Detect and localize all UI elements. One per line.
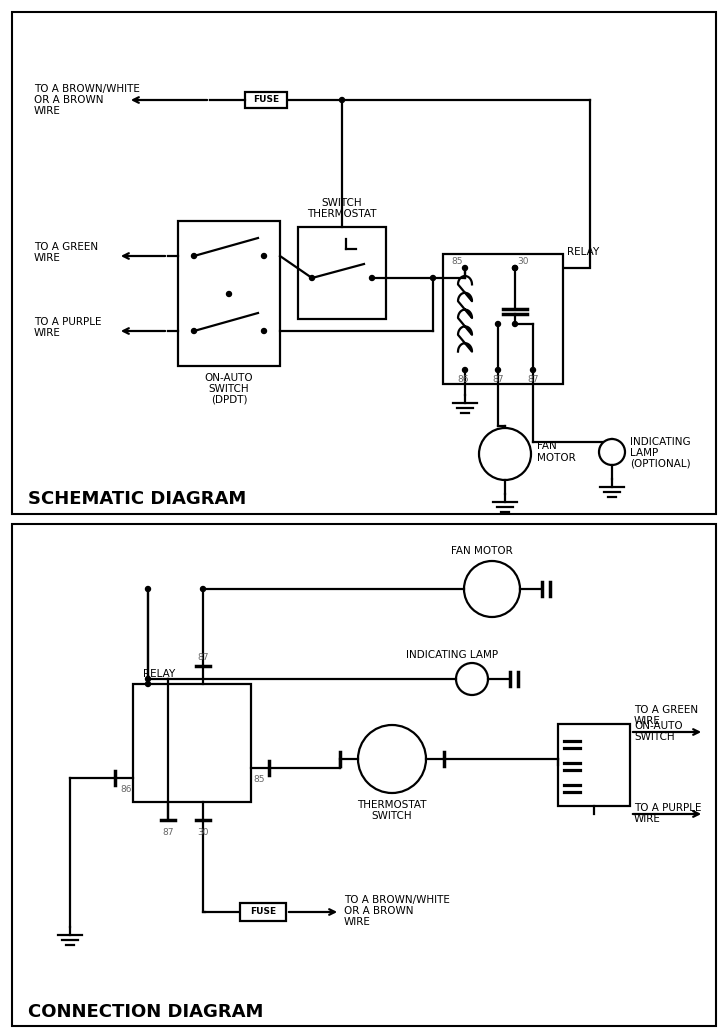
Text: 87: 87 xyxy=(492,375,504,384)
Circle shape xyxy=(200,586,205,591)
Text: 87: 87 xyxy=(197,653,209,662)
Bar xyxy=(558,724,630,805)
Text: MOTOR: MOTOR xyxy=(537,453,576,463)
Circle shape xyxy=(191,253,197,258)
Circle shape xyxy=(309,275,314,280)
Text: WIRE: WIRE xyxy=(34,253,61,263)
Bar xyxy=(240,903,286,921)
Text: SWITCH: SWITCH xyxy=(372,811,412,821)
Text: SWITCH: SWITCH xyxy=(634,732,675,742)
Circle shape xyxy=(370,275,374,280)
Circle shape xyxy=(464,561,520,617)
Text: OR A BROWN: OR A BROWN xyxy=(34,95,103,105)
Circle shape xyxy=(496,367,501,372)
Text: 30: 30 xyxy=(197,828,209,837)
Text: THERMOSTAT: THERMOSTAT xyxy=(307,209,377,219)
Text: SCHEMATIC DIAGRAM: SCHEMATIC DIAGRAM xyxy=(28,490,246,508)
Bar xyxy=(245,92,287,108)
Text: WIRE: WIRE xyxy=(34,107,61,116)
Circle shape xyxy=(261,329,266,334)
Bar xyxy=(298,227,386,320)
Circle shape xyxy=(456,663,488,695)
Circle shape xyxy=(513,322,518,327)
Text: (OPTIONAL): (OPTIONAL) xyxy=(630,459,691,469)
Circle shape xyxy=(496,322,501,327)
Circle shape xyxy=(462,367,467,372)
Text: RELAY: RELAY xyxy=(143,669,175,679)
Text: FUSE: FUSE xyxy=(250,908,276,916)
Text: 86: 86 xyxy=(120,786,132,794)
Text: INDICATING: INDICATING xyxy=(630,437,691,447)
Circle shape xyxy=(531,367,536,372)
Bar xyxy=(133,685,251,802)
Text: RELAY: RELAY xyxy=(567,247,599,257)
Circle shape xyxy=(513,266,518,271)
Text: THERMOSTAT: THERMOSTAT xyxy=(357,800,427,810)
Text: CONNECTION DIAGRAM: CONNECTION DIAGRAM xyxy=(28,1003,264,1021)
Circle shape xyxy=(479,428,531,480)
Text: 30: 30 xyxy=(517,257,529,267)
Text: OR A BROWN: OR A BROWN xyxy=(344,906,414,916)
Text: TO A GREEN: TO A GREEN xyxy=(34,242,98,252)
Text: TO A BROWN/WHITE: TO A BROWN/WHITE xyxy=(344,895,450,905)
Text: LAMP: LAMP xyxy=(630,448,658,458)
Circle shape xyxy=(462,266,467,271)
Circle shape xyxy=(599,439,625,465)
Text: WIRE: WIRE xyxy=(34,328,61,338)
Bar xyxy=(443,254,563,384)
Circle shape xyxy=(358,725,426,793)
Text: WIRE: WIRE xyxy=(634,716,661,726)
Circle shape xyxy=(261,253,266,258)
Text: SWITCH: SWITCH xyxy=(322,197,363,208)
Text: SWITCH: SWITCH xyxy=(209,384,249,394)
Text: (DPDT): (DPDT) xyxy=(210,395,248,405)
Text: 85: 85 xyxy=(253,776,265,785)
Text: 86: 86 xyxy=(457,375,469,384)
Text: FAN MOTOR: FAN MOTOR xyxy=(451,546,513,556)
Circle shape xyxy=(146,586,151,591)
Bar xyxy=(12,524,716,1026)
Circle shape xyxy=(226,292,232,297)
Circle shape xyxy=(146,681,151,687)
Text: WIRE: WIRE xyxy=(344,917,371,927)
Circle shape xyxy=(146,676,151,681)
Text: INDICATING LAMP: INDICATING LAMP xyxy=(406,650,498,660)
Circle shape xyxy=(430,275,435,280)
Text: FAN: FAN xyxy=(537,440,557,451)
Circle shape xyxy=(191,329,197,334)
Text: ON-AUTO: ON-AUTO xyxy=(205,373,253,383)
Circle shape xyxy=(513,266,518,271)
Text: WIRE: WIRE xyxy=(634,814,661,824)
Text: FUSE: FUSE xyxy=(253,95,279,104)
Text: ON-AUTO: ON-AUTO xyxy=(634,721,683,731)
Text: TO A PURPLE: TO A PURPLE xyxy=(34,317,101,327)
Text: 85: 85 xyxy=(451,257,463,267)
Text: TO A BROWN/WHITE: TO A BROWN/WHITE xyxy=(34,84,140,94)
Bar xyxy=(12,12,716,514)
Text: TO A PURPLE: TO A PURPLE xyxy=(634,803,702,813)
Text: TO A GREEN: TO A GREEN xyxy=(634,705,698,714)
Text: 87: 87 xyxy=(527,375,539,384)
Bar xyxy=(178,221,280,366)
Circle shape xyxy=(339,97,344,102)
Text: 87: 87 xyxy=(162,828,174,837)
